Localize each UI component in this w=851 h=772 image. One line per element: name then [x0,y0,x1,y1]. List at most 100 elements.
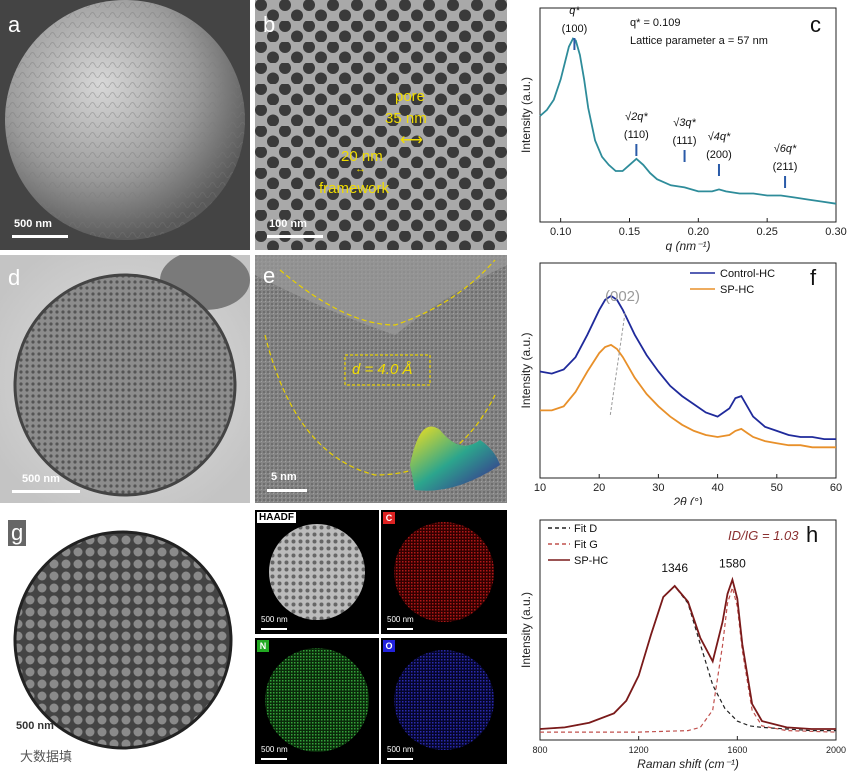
legend-label-h-1: Fit G [574,539,598,551]
x-tick-label: 50 [771,482,783,494]
map-o: O 500 nm [381,638,507,764]
sem-sphere-image [0,0,250,250]
peak-name: √6q* [774,143,797,155]
sem-pore-array-image [255,0,507,250]
map-n: N 500 nm [255,638,379,764]
tem-sphere-image [0,255,250,503]
peak-hkl: (110) [624,129,649,141]
annotation-q: q* = 0.109 [630,17,680,29]
x-tick-label: 0.10 [550,226,571,238]
panel-d-scale-bar [12,490,80,493]
x-tick-label: 0.25 [756,226,777,238]
annotation-002: (002) [605,288,640,305]
panel-b-scale-bar [267,235,323,238]
oxygen-map-image [394,650,494,750]
legend-label-control: Control-HC [720,268,775,280]
peak-name: √3q* [673,117,696,129]
d-spacing: d = 4.0 Å [352,361,413,378]
series-line-sp-hc [540,343,836,449]
x-tick-label: 60 [830,482,842,494]
x-tick-label: 1200 [629,745,649,755]
x-tick-label: 0.15 [619,226,640,238]
x-tick-label: 30 [652,482,664,494]
chart-f: f 10 20 30 40 50 60 2θ (°) Intensity (a.u.) Contr… [519,262,842,505]
chart-c: c 0.10 0.15 0.20 0.25 0.30 q (nm⁻¹) Intensity (… [519,5,847,252]
x-axis-label: Raman shift (cm⁻¹) [637,757,739,771]
pore-arrow-icon: ⟷ [400,132,423,149]
tem-porous-sphere-image [13,530,233,750]
framework-arrow-icon: ↔ [355,163,366,175]
panel-d: d 500 nm [0,255,250,503]
oxygen-tag: O [383,640,395,652]
plot-frame [539,262,837,479]
carbon-map-image [394,522,494,622]
panel-c: c 0.10 0.15 0.20 0.25 0.30 q (nm⁻¹) Intensity (… [510,0,851,252]
peak-hkl: (200) [706,149,732,161]
panel-e-scale-bar [267,489,307,492]
panel-e-label: e [263,263,276,288]
x-axis-label: q (nm⁻¹) [666,239,711,252]
series-line-sp-hc [539,576,836,730]
haadf-scale: 500 nm [261,615,288,624]
panel-b-scale-text: 100 nm [269,218,307,230]
nitrogen-scale-bar [261,758,287,760]
peak-name: q* [569,5,580,17]
peak-hkl: (100) [562,23,588,35]
map-c: C 500 nm [381,510,507,634]
haadf-title: HAADF [257,512,296,523]
series-line-control-hc [539,294,836,440]
peak-name: √4q* [708,131,731,143]
x-tick-label: 2000 [826,745,846,755]
framework-size: 20 nm [341,148,383,165]
x-tick-label: 40 [711,482,723,494]
legend-label-h-2: SP-HC [574,555,608,567]
x-tick-label: 1600 [727,745,747,755]
panel-a: a 500 nm [0,0,250,250]
map-haadf: HAADF 500 nm [255,510,379,634]
annotation-id-ig: ID/IG = 1.03 [728,528,799,543]
peak-label-1580: 1580 [719,557,746,571]
pore-label: pore [395,88,426,105]
plot-frame [539,519,837,741]
x-axis-label: 2θ (°) [672,495,702,505]
chart-h: h 800 1200 1600 2000 Raman shift (cm⁻¹) Intens… [519,519,846,771]
peak-name: √2q* [625,111,648,123]
legend-label-h-0: Fit D [574,523,597,535]
series-line-fit-d [539,585,836,732]
peak-hkl: (111) [673,135,697,147]
pore-size: 35 nm [385,110,427,127]
panel-label-h: h [806,522,818,547]
panel-label-c: c [810,12,821,37]
x-tick-label: 10 [534,482,546,494]
panel-h: h 800 1200 1600 2000 Raman shift (cm⁻¹) Intens… [510,510,851,772]
panel-g: g 500 nm 大数据填 [0,510,250,772]
nitrogen-scale: 500 nm [261,745,288,754]
x-tick-label: 0.20 [688,226,709,238]
haadf-scale-bar [261,628,287,630]
haadf-image [269,524,365,620]
series-line-saxs [539,37,837,205]
oxygen-scale-bar [387,758,413,760]
x-tick-label: 20 [593,482,605,494]
panel-e: e d = 4.0 Å 5 nm [255,255,507,503]
series-line-fit-g [540,585,837,733]
x-tick-label: 800 [532,745,547,755]
panel-b-label: b [263,12,276,37]
panel-label-f: f [810,265,817,290]
hrtem-image [255,255,507,503]
annotation-lattice: Lattice parameter a = 57 nm [630,35,768,47]
panel-b: b pore 35 nm ⟷ 20 nm ↔ framework 100 nm [255,0,507,250]
panel-a-label: a [8,12,21,37]
oxygen-scale: 500 nm [387,745,414,754]
carbon-tag: C [383,512,395,524]
watermark: 大数据填 [20,749,73,764]
legend-label-sp: SP-HC [720,284,754,296]
nitrogen-map-image [265,648,369,752]
panel-f: f 10 20 30 40 50 60 2θ (°) Intensity (a.u.) Contr… [510,255,851,505]
carbon-scale-bar [387,628,413,630]
peak-hkl: (211) [773,161,798,173]
panel-a-scale-text: 500 nm [14,218,52,230]
y-axis-label: Intensity (a.u.) [519,77,533,153]
panel-d-scale-text: 500 nm [22,473,60,485]
peak-label-1346: 1346 [661,561,688,575]
